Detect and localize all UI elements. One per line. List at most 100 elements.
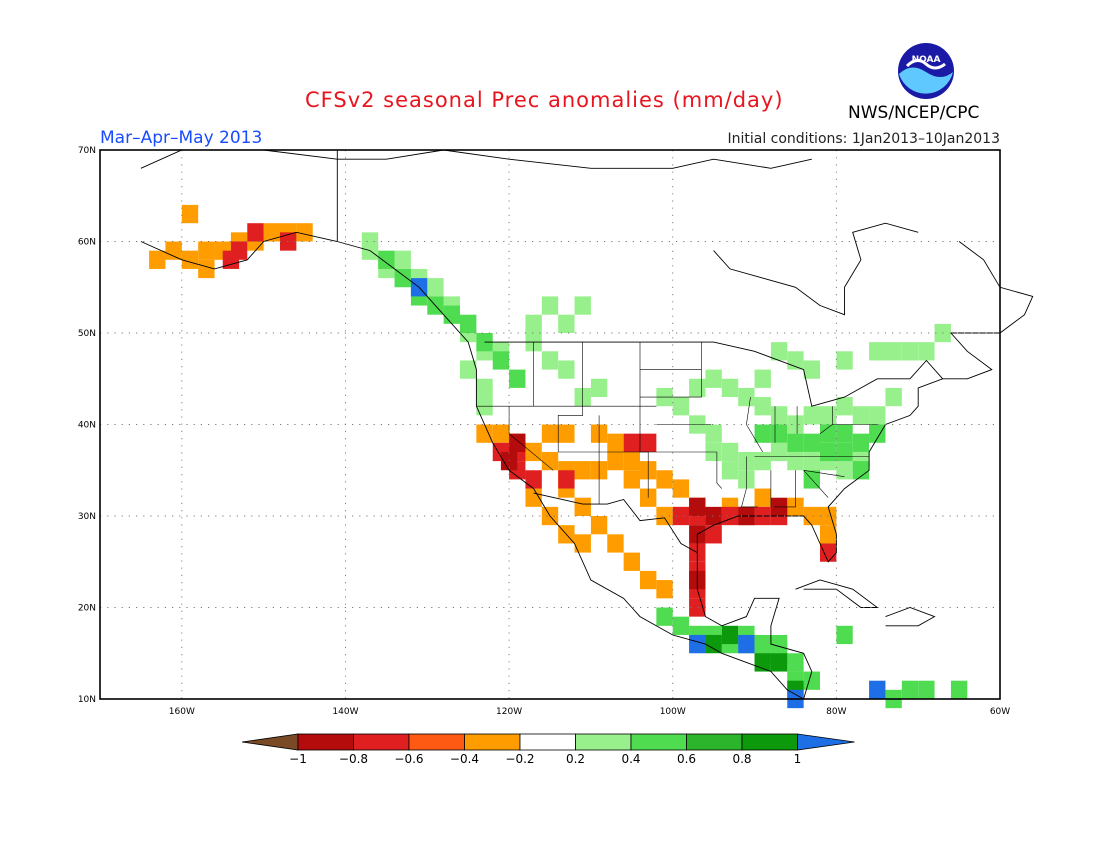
noaa-logo: NOAA (898, 43, 954, 99)
lon-tick-label: 100W (660, 707, 686, 717)
anomaly-cell-california-dry (656, 580, 673, 599)
colorbar-segment (630, 733, 687, 751)
anomaly-cell-southwest-very-dry (525, 470, 542, 489)
anomaly-cell-california-dry (525, 442, 542, 462)
anomaly-cell-pacific-nw-wet (558, 360, 575, 379)
anomaly-cell-california-dry (754, 488, 771, 507)
anomaly-cell-midwest-wet (738, 387, 755, 407)
lon-tick-label: 60W (990, 707, 1010, 717)
colorbar-label: −0.6 (394, 752, 423, 766)
anomaly-cell-midwest-wet (705, 369, 722, 388)
anomaly-cell-midwest-wet (836, 397, 853, 416)
anomaly-cell-central-america-wet (787, 653, 804, 672)
anomaly-cell-pacific-nw-wet (541, 351, 559, 370)
anomaly-cell-california-dry (607, 433, 624, 452)
anomaly-cell-pacific-nw-wetter (492, 351, 510, 370)
anomaly-cell-alaska-dry (296, 223, 313, 242)
anomaly-cell-midwest-wet (852, 406, 870, 425)
anomaly-cell-east-wetter (852, 433, 870, 452)
initial-conditions-label: Initial conditions: 1Jan2013–10Jan2013 (727, 131, 1000, 147)
colorbar-segment (408, 733, 465, 751)
anomaly-cell-midwest-wet (672, 397, 690, 416)
colorbar-segment (741, 733, 798, 751)
anomaly-cell-east-wetter (787, 433, 804, 452)
colorbar-segment (575, 733, 632, 751)
noaa-logo-text: NOAA (912, 55, 941, 65)
anomaly-cell-central-america-wet (918, 680, 935, 699)
hispaniola (885, 607, 936, 627)
coast-gulf (696, 241, 1034, 700)
anomaly-cell-pacific-nw-wet (590, 378, 608, 398)
state-border (716, 452, 723, 489)
anomaly-cell-east-wetter (869, 424, 886, 443)
lat-tick-label: 10N (78, 695, 96, 705)
anomaly-cell-california-dry (590, 516, 608, 535)
state-border (640, 342, 702, 398)
anomaly-cell-southwest-very-dry (640, 433, 657, 452)
colorbar-label: −0.2 (505, 752, 534, 766)
lat-tick-label: 70N (78, 146, 96, 156)
anomaly-cell-california-dry (623, 470, 640, 489)
anomaly-cell-gulf-extreme-dry (705, 506, 722, 526)
colorbar-label: −1 (289, 752, 307, 766)
anomaly-cell-midwest-wet (901, 342, 919, 361)
cuba (795, 579, 879, 608)
anomaly-cell-midwest-wet (803, 406, 820, 425)
lat-tick-label: 30N (78, 512, 96, 522)
anomaly-cell-california-dry (574, 534, 591, 553)
state-border (557, 342, 583, 452)
border-us-mexico (533, 492, 698, 553)
anomaly-cell-max-wet (869, 680, 886, 699)
hudson-bay (713, 222, 919, 316)
anomaly-cell-east-wetter (820, 424, 837, 443)
anomaly-cell-pacific-nw-wetter (394, 268, 411, 288)
anomaly-cell-southwest-very-dry (721, 506, 739, 526)
lat-tick-label: 20N (78, 604, 96, 614)
anomaly-cell-midwest-wet (770, 406, 788, 425)
anomaly-cell-california-dry (574, 497, 591, 516)
state-border (774, 470, 796, 508)
anomaly-cell-midwest-wet (754, 397, 771, 416)
lat-tick-label: 60N (78, 238, 96, 248)
coast-west (140, 231, 804, 700)
anomaly-cell-southwest-very-dry (672, 506, 690, 526)
anomaly-cell-midwest-wet (820, 406, 837, 425)
anomaly-cell-central-america-wet (901, 680, 919, 699)
anomaly-cell-gulf-extreme-dry (509, 433, 526, 452)
anomaly-cell-southwest-very-dry (623, 433, 640, 452)
anomaly-cell-central-america-wet (672, 616, 690, 635)
anomaly-cell-east-wetter (820, 442, 837, 462)
anomaly-cell-midwest-wet (754, 451, 771, 471)
anomaly-cell-california-dry (492, 424, 510, 443)
colorbar-segment (297, 733, 354, 751)
colorbar-label: −0.8 (339, 752, 368, 766)
anomaly-cell-california-dry (607, 534, 624, 553)
lon-tick-label: 120W (496, 707, 522, 717)
anomaly-cell-midwest-wet (721, 461, 739, 480)
colorbar-segment (353, 733, 410, 751)
colorbar-label: 1 (794, 752, 802, 766)
colorbar-segment (464, 733, 521, 751)
anomaly-cell-midwest-wet (787, 451, 804, 471)
anomaly-cell-midwest-wet (918, 342, 935, 361)
anomaly-cell-california-dry (672, 479, 690, 498)
anomaly-cell-california-dry (656, 470, 673, 489)
anomaly-cell-max-wet (689, 634, 706, 654)
anomaly-cell-pacific-nw-wetter (509, 369, 526, 388)
anomaly-cell-pacific-nw-wetter (460, 314, 477, 333)
anomaly-cell-alaska-very-dry (222, 250, 240, 269)
anomaly-cell-midwest-wet (721, 378, 739, 398)
anomaly-cell-midwest-wet (885, 387, 902, 407)
arctic-coast (140, 149, 812, 169)
anomaly-cell-pacific-nw-wet (558, 314, 575, 333)
colorbar-high-arrow (797, 733, 855, 751)
anomaly-cell-pacific-nw-wet (427, 278, 444, 297)
anomaly-cell-pacific-nw-wet (460, 360, 477, 379)
anomaly-cell-california-dry (656, 506, 673, 526)
colorbar-label: 0.8 (732, 752, 751, 766)
anomaly-cell-midwest-wet (869, 406, 886, 425)
anomaly-cell-alaska-dry (181, 250, 199, 269)
anomaly-cell-midwest-wet (770, 442, 788, 462)
anomaly-cell-southwest-very-dry (558, 470, 575, 489)
